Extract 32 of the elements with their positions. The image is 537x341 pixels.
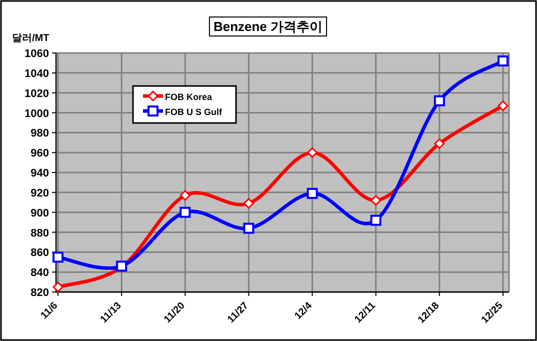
chart-title: Benzene 가격추이 bbox=[213, 19, 323, 34]
point bbox=[52, 252, 64, 263]
y-axis-title: 달러/MT bbox=[12, 33, 50, 44]
y-tick-label: 940 bbox=[30, 168, 49, 180]
point bbox=[307, 147, 318, 158]
point bbox=[52, 282, 64, 292]
point bbox=[243, 198, 254, 209]
y-tick-label: 980 bbox=[30, 128, 49, 140]
y-tick-label: 1020 bbox=[24, 88, 49, 100]
y-tick-label: 960 bbox=[30, 148, 49, 160]
y-tick-label: 820 bbox=[30, 287, 49, 299]
point bbox=[243, 222, 254, 234]
point bbox=[306, 188, 318, 199]
y-tick-label: 920 bbox=[30, 187, 49, 200]
y-tick-label: 880 bbox=[30, 227, 49, 240]
point bbox=[370, 214, 382, 226]
point bbox=[498, 55, 508, 66]
point bbox=[180, 206, 191, 218]
point bbox=[370, 195, 382, 206]
point bbox=[498, 100, 508, 112]
y-tick-label: 1040 bbox=[24, 68, 49, 80]
y-tick-label: 1000 bbox=[24, 108, 49, 120]
y-tick-label: 900 bbox=[30, 207, 49, 220]
point bbox=[434, 95, 445, 106]
point bbox=[434, 138, 445, 149]
y-tick-label: 840 bbox=[30, 267, 49, 280]
y-tick-label: 860 bbox=[30, 247, 49, 260]
y-tick-label: 1060 bbox=[24, 48, 49, 60]
legend-label: FOB Korea bbox=[165, 92, 214, 102]
legend-label: FOB U S Gulf bbox=[165, 107, 223, 117]
x-tick-label: 11/6 bbox=[38, 300, 60, 322]
point bbox=[180, 190, 190, 201]
